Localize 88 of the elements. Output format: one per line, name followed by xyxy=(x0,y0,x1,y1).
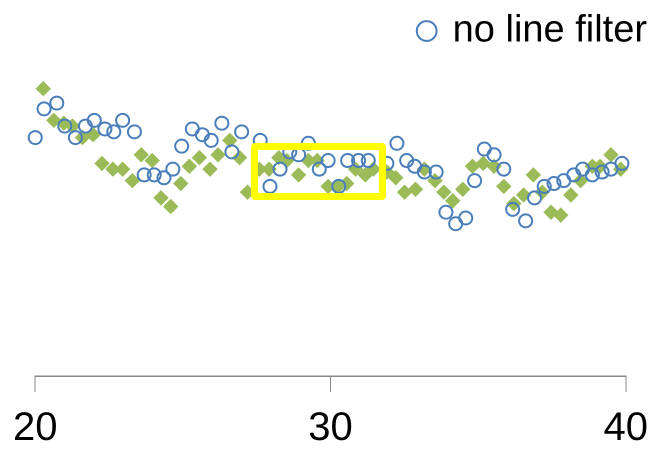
point xyxy=(455,182,470,197)
point xyxy=(36,101,52,116)
point xyxy=(224,144,240,160)
point xyxy=(97,121,112,136)
point xyxy=(154,190,169,206)
point xyxy=(115,112,130,128)
point xyxy=(174,138,190,154)
point xyxy=(458,210,474,226)
point xyxy=(496,162,512,177)
point xyxy=(575,162,590,177)
point xyxy=(86,112,102,128)
point xyxy=(28,130,43,146)
point xyxy=(518,213,534,228)
point xyxy=(144,153,160,168)
point xyxy=(49,96,64,111)
point xyxy=(556,173,572,188)
point xyxy=(272,162,288,177)
point xyxy=(351,153,366,168)
point xyxy=(505,202,520,217)
point xyxy=(182,158,197,174)
point xyxy=(262,178,278,194)
point xyxy=(36,81,51,96)
point xyxy=(57,118,72,134)
point xyxy=(194,127,210,142)
point xyxy=(476,142,492,157)
point xyxy=(448,216,464,232)
point xyxy=(476,156,491,171)
point xyxy=(340,153,356,168)
point xyxy=(496,178,512,194)
point xyxy=(214,116,230,131)
point xyxy=(46,112,62,128)
point xyxy=(516,188,532,203)
point xyxy=(156,170,172,186)
x-tick-label: 30 xyxy=(308,405,353,450)
point xyxy=(436,184,452,200)
point xyxy=(467,173,482,188)
point xyxy=(563,188,578,203)
point xyxy=(312,162,327,177)
point xyxy=(388,170,404,186)
point xyxy=(204,132,219,148)
point xyxy=(399,153,414,168)
point xyxy=(192,150,207,166)
point xyxy=(360,153,376,168)
point xyxy=(136,167,152,182)
point xyxy=(165,162,180,177)
point xyxy=(408,182,424,197)
point xyxy=(546,176,562,192)
point xyxy=(106,124,122,140)
point xyxy=(173,176,188,192)
point xyxy=(407,158,422,174)
point xyxy=(94,156,110,171)
point xyxy=(428,164,444,180)
point xyxy=(146,167,162,182)
x-tick-label: 40 xyxy=(604,405,648,450)
point xyxy=(320,153,336,168)
point xyxy=(416,164,432,180)
point xyxy=(445,193,460,208)
x-tick-label: 20 xyxy=(12,405,58,450)
point xyxy=(603,162,618,177)
point xyxy=(126,124,142,140)
point xyxy=(291,167,306,182)
point xyxy=(397,184,412,200)
point xyxy=(234,124,250,140)
legend-label: no line filter xyxy=(452,8,648,50)
point xyxy=(527,190,542,206)
point xyxy=(553,208,568,223)
point xyxy=(614,156,630,171)
point xyxy=(566,167,582,182)
point xyxy=(134,147,149,162)
point xyxy=(163,199,178,214)
point xyxy=(222,132,238,148)
point xyxy=(465,158,480,174)
point xyxy=(389,136,404,151)
point xyxy=(202,162,218,177)
point xyxy=(584,167,600,182)
point xyxy=(86,127,101,142)
point xyxy=(486,147,502,162)
point xyxy=(544,204,559,220)
point xyxy=(124,173,140,188)
point xyxy=(603,147,618,162)
point xyxy=(184,121,200,136)
point xyxy=(536,178,552,194)
point xyxy=(68,130,83,146)
point xyxy=(78,118,93,134)
point xyxy=(594,164,610,180)
point xyxy=(438,204,454,220)
point xyxy=(526,167,541,182)
point xyxy=(210,147,226,162)
